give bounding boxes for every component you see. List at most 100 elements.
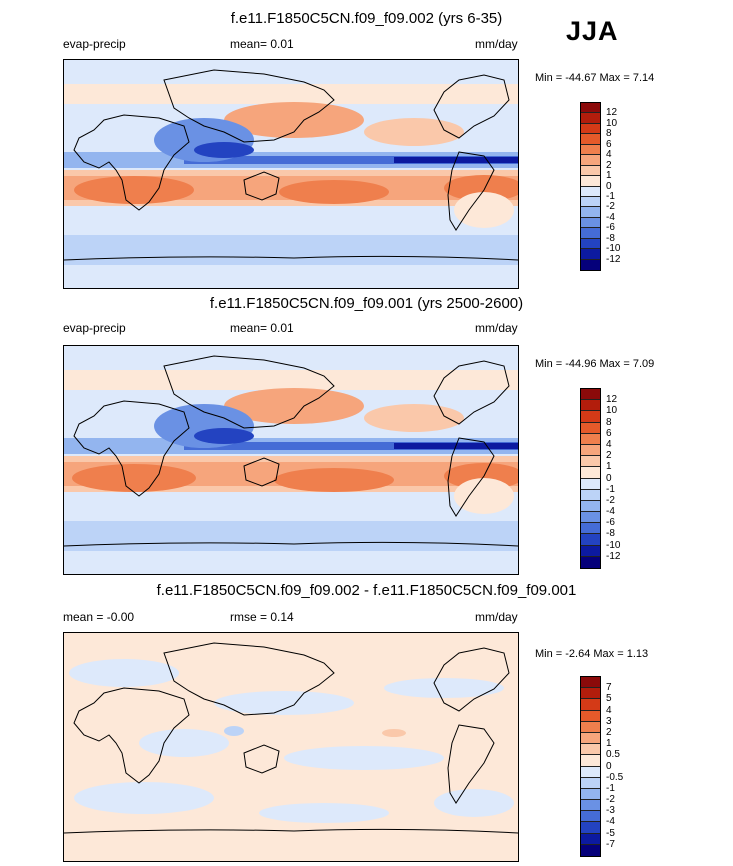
colorbar-tick-label: -10 <box>606 539 621 551</box>
panel-3-colorbar-labels: 7 5 4 3 2 1 0.5 0 -0.5 -1 -2 -3 -4 -5 -7 <box>606 677 666 858</box>
colorbar-swatch <box>581 207 600 218</box>
colorbar-swatch <box>581 721 600 733</box>
season-label: JJA <box>566 16 619 46</box>
colorbar-swatch <box>581 422 600 434</box>
colorbar-swatch <box>581 556 600 568</box>
panel-2-minmax: Min = -44.96 Max = 7.09 <box>535 358 655 370</box>
panel-1-title: f.e11.F1850C5CN.f09_f09.002 (yrs 6-35) <box>230 10 503 27</box>
colorbar-tick-label: -8 <box>606 232 615 244</box>
colorbar-tick-label: 5 <box>606 693 612 705</box>
panel-2-mean-label: mean= 0.01 <box>230 321 294 335</box>
colorbar-swatch <box>581 811 600 823</box>
colorbar-swatch <box>581 766 600 778</box>
colorbar-tick-label: -5 <box>606 827 615 839</box>
colorbar-tick-label: 4 <box>606 438 612 450</box>
panel-1-colorbar-labels: 12 10 8 6 4 2 1 0 -1 -2 -4 -6 -8 -10 -12 <box>606 103 666 272</box>
colorbar-swatch <box>581 777 600 789</box>
colorbar-swatch <box>581 800 600 812</box>
colorbar-swatch <box>581 688 600 700</box>
colorbar-swatch <box>581 238 600 250</box>
panel-2-map <box>63 345 519 575</box>
colorbar-swatch <box>581 103 600 114</box>
colorbar-swatch <box>581 411 600 423</box>
colorbar-tick-label: 4 <box>606 149 612 161</box>
colorbar-tick-label: 1 <box>606 738 612 750</box>
colorbar-swatch <box>581 788 600 801</box>
panel-3-map <box>63 632 519 862</box>
panel-2-units-label: mm/day <box>475 321 518 335</box>
colorbar-swatch <box>581 732 600 745</box>
colorbar-tick-label: 3 <box>606 715 612 727</box>
colorbar-tick-label: -1 <box>606 483 615 495</box>
colorbar-tick-label: -12 <box>606 253 621 265</box>
panel-2-title: f.e11.F1850C5CN.f09_f09.001 (yrs 2500-26… <box>209 295 524 312</box>
colorbar-swatch <box>581 833 600 845</box>
colorbar-tick-label: -1 <box>606 782 615 794</box>
colorbar-tick-label: 6 <box>606 427 612 439</box>
colorbar-swatch <box>581 249 600 260</box>
colorbar-swatch <box>581 113 600 124</box>
colorbar-swatch <box>581 155 600 166</box>
panel-2-coastlines <box>64 355 518 547</box>
colorbar-tick-label: 8 <box>606 128 612 140</box>
colorbar-swatch <box>581 217 600 229</box>
colorbar-swatch <box>581 400 600 412</box>
colorbar-swatch <box>581 699 600 711</box>
colorbar-tick-label: 2 <box>606 450 612 462</box>
colorbar-tick-label: -4 <box>606 506 615 518</box>
panel-1-map <box>63 59 519 289</box>
panel-3-colorbar <box>580 676 601 857</box>
colorbar-tick-label: -2 <box>606 201 615 213</box>
colorbar-tick-label: -2 <box>606 794 615 806</box>
colorbar-swatch <box>581 467 600 479</box>
colorbar-swatch <box>581 144 600 156</box>
colorbar-swatch <box>581 677 600 689</box>
colorbar-tick-label: -4 <box>606 211 615 223</box>
colorbar-swatch <box>581 134 600 145</box>
colorbar-swatch <box>581 489 600 501</box>
colorbar-tick-label: 0 <box>606 760 612 772</box>
colorbar-tick-label: -6 <box>606 517 615 529</box>
panel-1-minmax: Min = -44.67 Max = 7.14 <box>535 72 655 84</box>
panel-3-coastlines <box>64 642 518 834</box>
colorbar-tick-label: -7 <box>606 838 615 850</box>
colorbar-swatch <box>581 500 600 513</box>
panel-3-units-label: mm/day <box>475 610 518 624</box>
colorbar-swatch <box>581 710 600 722</box>
colorbar-swatch <box>581 186 600 197</box>
colorbar-swatch <box>581 259 600 270</box>
colorbar-tick-label: 10 <box>606 117 618 129</box>
colorbar-tick-label: 1 <box>606 461 612 473</box>
panel-1-colorbar <box>580 102 601 271</box>
colorbar-swatch <box>581 478 600 490</box>
colorbar-tick-label: 1 <box>606 170 612 182</box>
colorbar-tick-label: -1 <box>606 190 615 202</box>
colorbar-tick-label: -0.5 <box>606 771 624 783</box>
colorbar-swatch <box>581 744 600 756</box>
panel-1-coastlines <box>64 69 518 261</box>
panel-1-map-field <box>64 60 518 288</box>
panel-3-map-field <box>64 633 518 861</box>
colorbar-tick-label: -10 <box>606 243 621 255</box>
colorbar-swatch <box>581 196 600 208</box>
panel-1-mean-label: mean= 0.01 <box>230 37 294 51</box>
colorbar-swatch <box>581 123 600 135</box>
colorbar-swatch <box>581 433 600 445</box>
colorbar-tick-label: 12 <box>606 394 618 406</box>
panel-2-map-field <box>64 346 518 574</box>
colorbar-tick-label: 10 <box>606 405 618 417</box>
colorbar-swatch <box>581 755 600 767</box>
colorbar-tick-label: 12 <box>606 107 618 119</box>
colorbar-tick-label: -12 <box>606 550 621 562</box>
colorbar-swatch <box>581 165 600 177</box>
colorbar-tick-label: 0.5 <box>606 749 620 761</box>
panel-2-colorbar-labels: 12 10 8 6 4 2 1 0 -1 -2 -4 -6 -8 -10 -12 <box>606 389 666 570</box>
colorbar-tick-label: 8 <box>606 416 612 428</box>
panel-3-rmse-label: rmse = 0.14 <box>230 610 294 624</box>
panel-1-variable-label: evap-precip <box>63 37 126 51</box>
colorbar-swatch <box>581 444 600 457</box>
colorbar-tick-label: -2 <box>606 494 615 506</box>
colorbar-tick-label: -4 <box>606 816 615 828</box>
colorbar-swatch <box>581 534 600 546</box>
panel-2-colorbar <box>580 388 601 569</box>
